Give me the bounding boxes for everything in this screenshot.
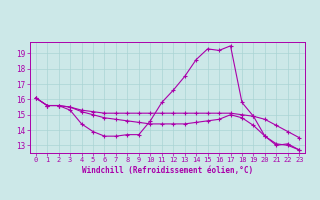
X-axis label: Windchill (Refroidissement éolien,°C): Windchill (Refroidissement éolien,°C) bbox=[82, 166, 253, 175]
